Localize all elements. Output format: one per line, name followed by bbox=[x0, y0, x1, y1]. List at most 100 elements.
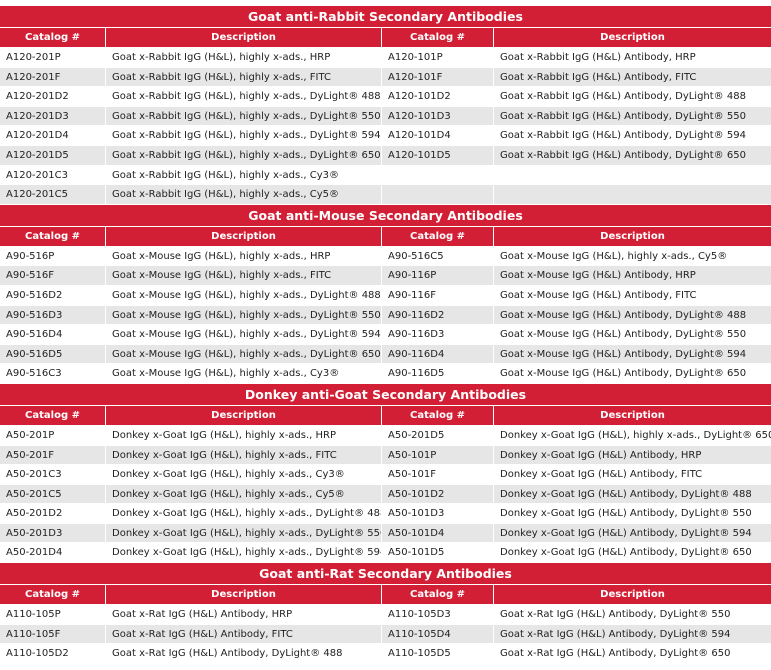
catalog-number: A120-201C5 bbox=[0, 185, 106, 205]
description: Goat x-Mouse IgG (H&L) Antibody, FITC bbox=[494, 285, 771, 306]
column-header: Description bbox=[106, 28, 382, 48]
catalog-number: A120-101F bbox=[382, 67, 494, 88]
catalog-number: A120-201D4 bbox=[0, 126, 106, 146]
column-header: Catalog # bbox=[0, 226, 106, 247]
description: Donkey x-Goat IgG (H&L) Antibody, FITC bbox=[494, 465, 771, 485]
column-header: Description bbox=[106, 405, 382, 426]
description: Goat x-Rat IgG (H&L) Antibody, DyLight® … bbox=[106, 644, 382, 664]
catalog-number: A50-201P bbox=[0, 425, 106, 446]
column-header: Catalog # bbox=[382, 585, 494, 606]
catalog-number: A110-105D5 bbox=[382, 644, 494, 664]
catalog-number: A90-516D3 bbox=[0, 305, 106, 326]
column-header: Catalog # bbox=[382, 226, 494, 247]
empty-cell bbox=[382, 165, 494, 186]
catalog-number: A110-105D4 bbox=[382, 624, 494, 645]
description: Goat x-Rat IgG (H&L) Antibody, FITC bbox=[106, 624, 382, 645]
description: Donkey x-Goat IgG (H&L) Antibody, DyLigh… bbox=[494, 504, 771, 524]
catalog-number: A90-116F bbox=[382, 285, 494, 306]
catalog-number: A120-201P bbox=[0, 48, 106, 68]
catalog-number: A110-105D3 bbox=[382, 605, 494, 625]
catalog-number: A120-201D5 bbox=[0, 145, 106, 166]
catalog-number: A90-516D5 bbox=[0, 344, 106, 365]
catalog-number: A50-101D2 bbox=[382, 484, 494, 505]
column-header: Description bbox=[494, 585, 771, 606]
description: Goat x-Rabbit IgG (H&L) Antibody, DyLigh… bbox=[494, 145, 771, 166]
description: Donkey x-Goat IgG (H&L), highly x-ads., … bbox=[494, 425, 771, 446]
catalog-number: A50-201D5 bbox=[382, 425, 494, 446]
description: Donkey x-Goat IgG (H&L) Antibody, DyLigh… bbox=[494, 523, 771, 544]
catalog-number: A90-516C5 bbox=[382, 246, 494, 267]
description: Donkey x-Goat IgG (H&L), highly x-ads., … bbox=[106, 484, 382, 505]
section-title: Goat anti-Rat Secondary Antibodies bbox=[0, 563, 771, 586]
description: Goat x-Mouse IgG (H&L), highly x-ads., D… bbox=[106, 285, 382, 306]
catalog-number: A120-201D3 bbox=[0, 106, 106, 127]
description: Goat x-Mouse IgG (H&L) Antibody, HRP bbox=[494, 266, 771, 286]
description: Goat x-Mouse IgG (H&L) Antibody, DyLight… bbox=[494, 364, 771, 384]
catalog-number: A50-101P bbox=[382, 445, 494, 466]
table-section: Goat anti-Rat Secondary Antibodies Catalo… bbox=[0, 563, 771, 664]
catalog-number: A120-101D4 bbox=[382, 126, 494, 146]
empty-cell bbox=[494, 165, 771, 186]
description: Goat x-Rabbit IgG (H&L), highly x-ads., … bbox=[106, 126, 382, 146]
description: Goat x-Rat IgG (H&L) Antibody, DyLight® … bbox=[494, 605, 771, 625]
catalog-number: A120-201D2 bbox=[0, 87, 106, 107]
column-header: Catalog # bbox=[0, 28, 106, 48]
catalog-number: A110-105D2 bbox=[0, 644, 106, 664]
empty-cell bbox=[382, 185, 494, 205]
column-header: Description bbox=[106, 585, 382, 606]
section-title: Goat anti-Rabbit Secondary Antibodies bbox=[0, 6, 771, 28]
column-header: Description bbox=[494, 226, 771, 247]
catalog-number: A90-516P bbox=[0, 246, 106, 267]
description: Goat x-Mouse IgG (H&L), highly x-ads., C… bbox=[106, 364, 382, 384]
table-section: Goat anti-Mouse Secondary Antibodies Cata… bbox=[0, 204, 771, 384]
catalog-number: A50-201D3 bbox=[0, 523, 106, 544]
description: Goat x-Rabbit IgG (H&L), highly x-ads., … bbox=[106, 67, 382, 88]
catalog-number: A50-101F bbox=[382, 465, 494, 485]
description: Goat x-Rabbit IgG (H&L), highly x-ads., … bbox=[106, 48, 382, 68]
catalog-number: A120-101D5 bbox=[382, 145, 494, 166]
catalog-number: A120-201F bbox=[0, 67, 106, 88]
description: Donkey x-Goat IgG (H&L), highly x-ads., … bbox=[106, 543, 382, 564]
catalog-number: A50-201D2 bbox=[0, 504, 106, 524]
catalog-number: A50-101D3 bbox=[382, 504, 494, 524]
description: Goat x-Rabbit IgG (H&L) Antibody, FITC bbox=[494, 67, 771, 88]
catalog-number: A120-201C3 bbox=[0, 165, 106, 186]
catalog-number: A50-201C5 bbox=[0, 484, 106, 505]
description: Goat x-Mouse IgG (H&L), highly x-ads., F… bbox=[106, 266, 382, 286]
catalog-number: A50-201F bbox=[0, 445, 106, 466]
product-table: Catalog # Description Catalog # Description… bbox=[0, 28, 771, 205]
description: Donkey x-Goat IgG (H&L) Antibody, DyLigh… bbox=[494, 543, 771, 564]
catalog-number: A120-101D2 bbox=[382, 87, 494, 107]
description: Goat x-Mouse IgG (H&L) Antibody, DyLight… bbox=[494, 344, 771, 365]
description: Donkey x-Goat IgG (H&L), highly x-ads., … bbox=[106, 465, 382, 485]
description: Goat x-Mouse IgG (H&L) Antibody, DyLight… bbox=[494, 325, 771, 345]
description: Goat x-Rabbit IgG (H&L), highly x-ads., … bbox=[106, 165, 382, 186]
catalog-number: A90-116D4 bbox=[382, 344, 494, 365]
description: Donkey x-Goat IgG (H&L), highly x-ads., … bbox=[106, 523, 382, 544]
description: Goat x-Rabbit IgG (H&L) Antibody, DyLigh… bbox=[494, 126, 771, 146]
description: Goat x-Mouse IgG (H&L), highly x-ads., H… bbox=[106, 246, 382, 267]
table-section: Goat anti-Rabbit Secondary Antibodies Cat… bbox=[0, 6, 771, 205]
catalog-number: A50-101D4 bbox=[382, 523, 494, 544]
catalog-number: A50-201D4 bbox=[0, 543, 106, 564]
description: Goat x-Rat IgG (H&L) Antibody, HRP bbox=[106, 605, 382, 625]
description: Goat x-Rabbit IgG (H&L) Antibody, DyLigh… bbox=[494, 87, 771, 107]
catalog-number: A120-101D3 bbox=[382, 106, 494, 127]
column-header: Catalog # bbox=[0, 405, 106, 426]
catalog-number: A50-201C3 bbox=[0, 465, 106, 485]
product-table: Catalog # Description Catalog # Description… bbox=[0, 226, 771, 384]
catalog-number: A90-116D3 bbox=[382, 325, 494, 345]
description: Goat x-Mouse IgG (H&L), highly x-ads., C… bbox=[494, 246, 771, 267]
product-table: Catalog # Description Catalog # Description… bbox=[0, 585, 771, 664]
description: Goat x-Mouse IgG (H&L), highly x-ads., D… bbox=[106, 344, 382, 365]
catalog-number: A90-116D2 bbox=[382, 305, 494, 326]
description: Goat x-Rabbit IgG (H&L), highly x-ads., … bbox=[106, 106, 382, 127]
table-section: Donkey anti-Goat Secondary Antibodies Cat… bbox=[0, 383, 771, 564]
description: Goat x-Rabbit IgG (H&L), highly x-ads., … bbox=[106, 185, 382, 205]
description: Goat x-Mouse IgG (H&L), highly x-ads., D… bbox=[106, 325, 382, 345]
product-table: Catalog # Description Catalog # Description… bbox=[0, 405, 771, 564]
description: Goat x-Rat IgG (H&L) Antibody, DyLight® … bbox=[494, 644, 771, 664]
description: Goat x-Rat IgG (H&L) Antibody, DyLight® … bbox=[494, 624, 771, 645]
description: Donkey x-Goat IgG (H&L), highly x-ads., … bbox=[106, 425, 382, 446]
